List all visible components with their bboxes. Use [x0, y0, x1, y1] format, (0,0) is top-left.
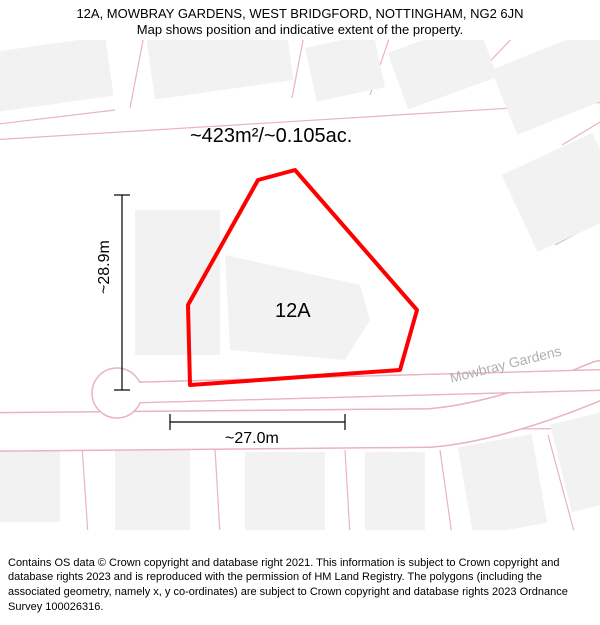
- copyright-footer: Contains OS data © Crown copyright and d…: [0, 550, 600, 625]
- area-label: ~423m²/~0.105ac.: [190, 125, 352, 148]
- height-dimension-label: ~28.9m: [96, 240, 114, 294]
- address-title: 12A, MOWBRAY GARDENS, WEST BRIDGFORD, NO…: [10, 6, 590, 21]
- map-svg: [0, 40, 600, 530]
- property-label: 12A: [275, 300, 311, 323]
- subtitle: Map shows position and indicative extent…: [10, 22, 590, 37]
- header: 12A, MOWBRAY GARDENS, WEST BRIDGFORD, NO…: [0, 0, 600, 37]
- width-dimension-label: ~27.0m: [225, 430, 279, 448]
- map-area: ~423m²/~0.105ac. ~28.9m ~27.0m 12A Mowbr…: [0, 40, 600, 530]
